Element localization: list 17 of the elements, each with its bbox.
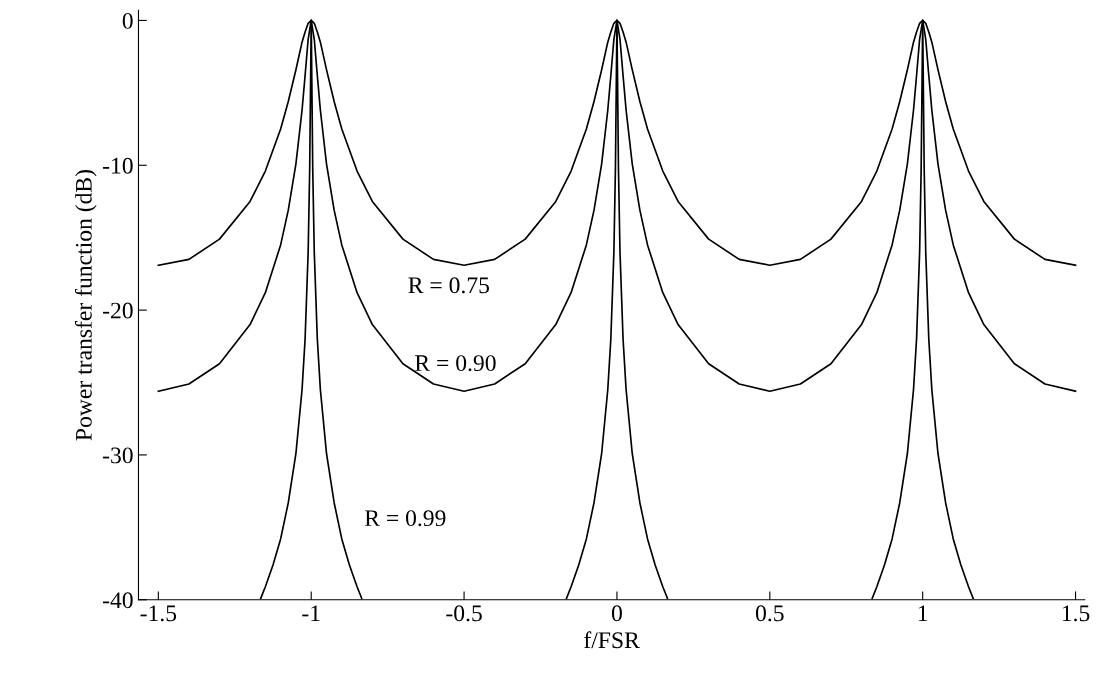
y-axis-title: Power transfer function (dB) xyxy=(74,170,97,441)
series-label: R = 0.99 xyxy=(364,510,446,527)
x-tick-label: 0.5 xyxy=(755,605,784,622)
x-tick-label: -1.5 xyxy=(140,605,177,622)
series-label: R = 0.75 xyxy=(408,277,490,294)
x-tick-label: -0.5 xyxy=(446,605,482,622)
x-axis-title: f/FSR xyxy=(584,631,640,649)
y-tick-label: -30 xyxy=(103,447,133,464)
y-tick-label: 0 xyxy=(122,12,133,29)
y-tick-label: -10 xyxy=(103,157,133,174)
y-tick-label: -40 xyxy=(103,592,133,609)
y-tick-label: -20 xyxy=(103,302,133,319)
x-tick-label: -1 xyxy=(302,605,320,621)
x-tick-label: 1 xyxy=(918,605,928,621)
x-tick-label: 1.5 xyxy=(1062,605,1090,622)
series-label: R = 0.90 xyxy=(415,355,496,372)
x-tick-label: 0 xyxy=(611,605,622,622)
